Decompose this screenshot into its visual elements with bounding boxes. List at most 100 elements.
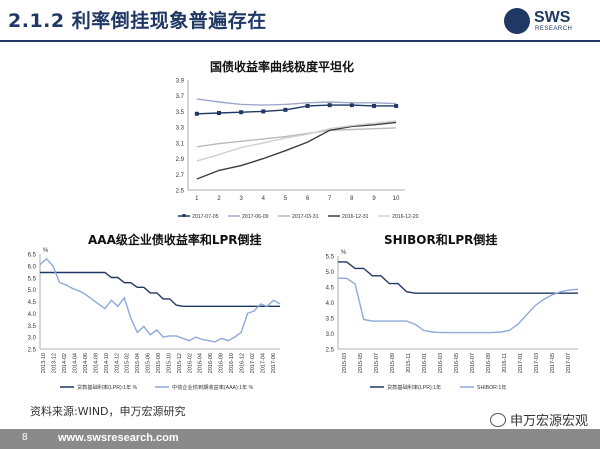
x-tick-label: 2017-07 bbox=[566, 353, 572, 373]
x-tick-label: 2016-12 bbox=[239, 353, 245, 373]
page-number: 8 bbox=[22, 432, 28, 443]
x-tick-label: 2014-10 bbox=[104, 353, 110, 373]
y-tick-label: 3.5 bbox=[28, 324, 37, 330]
x-tick-label: 2013-10 bbox=[41, 353, 47, 373]
y-tick-label: 2.5 bbox=[326, 348, 335, 354]
footer-bar: 8 www.swsresearch.com bbox=[0, 429, 600, 449]
series-marker bbox=[239, 110, 244, 115]
x-tick-label: 2014-08 bbox=[93, 353, 99, 373]
series-line-2016-12-20 bbox=[196, 120, 397, 162]
legend-label: 2017-03-31 bbox=[292, 214, 319, 220]
chart1-title: 国债收益率曲线极度平坦化 bbox=[210, 60, 355, 74]
y-tick-label: 4.0 bbox=[28, 312, 37, 318]
x-tick-label: 2015-02 bbox=[125, 353, 131, 373]
x-tick-label: 10 bbox=[393, 196, 400, 202]
source-note: 资料来源:WIND，申万宏源研究 bbox=[30, 405, 186, 418]
x-tick-label: 2017-02 bbox=[250, 353, 256, 373]
series-line-贷款基础利率(LPR):1年 bbox=[338, 261, 578, 294]
company-logo: SWS RESEARCH bbox=[504, 8, 588, 36]
series-marker bbox=[394, 103, 399, 108]
x-tick-label: 2015-09 bbox=[390, 353, 396, 373]
logo-mark-icon bbox=[504, 8, 530, 34]
x-tick-label: 2016-06 bbox=[208, 353, 214, 373]
x-tick-label: 2016-09 bbox=[486, 353, 492, 373]
footer-url: www.swsresearch.com bbox=[58, 432, 179, 444]
x-tick-label: 5 bbox=[284, 196, 288, 202]
x-tick-label: 2014-06 bbox=[83, 353, 89, 373]
y-tick-label: 4.0 bbox=[326, 301, 335, 307]
x-tick-label: 2016-08 bbox=[219, 353, 225, 373]
chart2-aaa-lpr: 2.5 3.0 3.5 4.0 4.5 5.0 5.5 6.0 6.5% 2013-10 2013-… bbox=[28, 248, 281, 391]
x-tick-label: 1 bbox=[195, 196, 199, 202]
series-line-中债企业债到期收益率(AAA):1年 % bbox=[39, 257, 281, 343]
slide-title: 2.1.2 利率倒挂现象普遍存在 bbox=[8, 10, 267, 32]
x-tick-label: 3 bbox=[239, 196, 243, 202]
y-tick-label: 2.5 bbox=[176, 189, 185, 195]
x-tick-label: 2016-04 bbox=[198, 353, 204, 373]
y-tick-label: 3.9 bbox=[176, 79, 185, 85]
series-line-2017-06-09 bbox=[196, 98, 397, 106]
x-tick-label: 2015-04 bbox=[135, 353, 141, 373]
x-tick-label: 2014-12 bbox=[114, 353, 120, 373]
x-tick-label: 2017-05 bbox=[550, 353, 556, 373]
series-marker bbox=[305, 103, 310, 108]
watermark-text: 申万宏源宏观 bbox=[509, 414, 588, 429]
x-tick-label: 2014-02 bbox=[62, 353, 68, 373]
unit-label: % bbox=[341, 250, 347, 256]
legend-label: SHIBOR:1年 bbox=[477, 383, 506, 391]
x-tick-label: 8 bbox=[350, 196, 354, 202]
y-tick-label: 3.0 bbox=[28, 336, 37, 342]
x-tick-label: 2016-03 bbox=[438, 353, 444, 373]
y-tick-label: 5.0 bbox=[326, 270, 335, 276]
y-tick-label: 2.9 bbox=[176, 157, 185, 163]
series-marker bbox=[283, 107, 288, 112]
x-tick-label: 9 bbox=[372, 196, 376, 202]
x-tick-label: 2013-12 bbox=[52, 353, 58, 373]
x-tick-label: 2017-01 bbox=[518, 353, 524, 373]
series-line-SHIBOR:1年 bbox=[338, 277, 579, 334]
y-tick-label: 3.3 bbox=[176, 126, 185, 132]
x-tick-label: 2015-05 bbox=[358, 353, 364, 373]
y-tick-label: 3.5 bbox=[326, 317, 335, 323]
x-tick-label: 2014-04 bbox=[73, 353, 79, 373]
x-tick-label: 2015-11 bbox=[406, 353, 412, 373]
x-tick-label: 2016-05 bbox=[454, 353, 460, 373]
y-tick-label: 3.5 bbox=[176, 110, 185, 116]
x-tick-label: 6 bbox=[306, 196, 310, 202]
series-line-2017-07-05 bbox=[196, 104, 397, 115]
x-tick-label: 2017-03 bbox=[534, 353, 540, 373]
x-tick-label: 2015-06 bbox=[146, 353, 152, 373]
chart1-treasury-curve: 2.5 2.7 2.9 3.1 3.3 3.5 3.7 3.9 1 2 3 4 5 6 7 8 9 10 2017-… bbox=[176, 79, 419, 221]
x-tick-label: 2 bbox=[217, 196, 221, 202]
y-tick-label: 4.5 bbox=[326, 286, 335, 292]
x-tick-label: 2016-01 bbox=[422, 353, 428, 373]
series-marker bbox=[327, 103, 332, 108]
series-line-2016-12-31 bbox=[196, 121, 397, 180]
series-line-贷款基础利率(LPR):1年 % bbox=[40, 271, 280, 307]
chart2-title: AAA级企业债收益率和LPR倒挂 bbox=[88, 233, 262, 247]
y-tick-label: 3.1 bbox=[176, 141, 185, 147]
series-marker bbox=[261, 109, 266, 114]
legend-label: 贷款基础利率(LPR):1年 % bbox=[77, 383, 138, 391]
logo-text: SWS bbox=[534, 9, 571, 26]
y-tick-label: 5.0 bbox=[28, 288, 37, 294]
title-divider bbox=[0, 40, 600, 42]
series-line-2017-03-31 bbox=[196, 127, 397, 148]
unit-label: % bbox=[43, 248, 49, 254]
x-tick-label: 2015-12 bbox=[177, 353, 183, 373]
y-tick-label: 5.5 bbox=[326, 255, 335, 261]
series-marker bbox=[194, 111, 199, 116]
x-tick-label: 2016-07 bbox=[470, 353, 476, 373]
wechat-watermark: 申万宏源宏观 bbox=[489, 410, 588, 429]
y-tick-label: 3.0 bbox=[326, 332, 335, 338]
y-tick-label: 2.7 bbox=[176, 173, 185, 179]
y-tick-label: 4.5 bbox=[28, 300, 37, 306]
legend-marker bbox=[182, 214, 186, 217]
x-tick-label: 2016-11 bbox=[502, 353, 508, 373]
series-marker bbox=[217, 111, 221, 115]
legend-label: 2016-12-31 bbox=[342, 214, 369, 220]
y-tick-label: 5.5 bbox=[28, 276, 37, 282]
y-tick-label: 3.7 bbox=[176, 94, 185, 100]
y-tick-label: 6.0 bbox=[28, 264, 37, 270]
x-tick-label: 2015-07 bbox=[374, 353, 380, 373]
